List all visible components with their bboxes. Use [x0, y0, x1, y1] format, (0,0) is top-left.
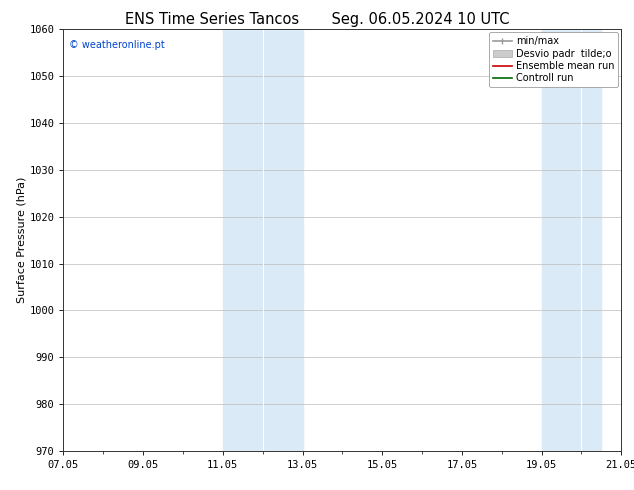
Legend: min/max, Desvio padr  tilde;o, Ensemble mean run, Controll run: min/max, Desvio padr tilde;o, Ensemble m… — [489, 32, 618, 87]
Text: © weatheronline.pt: © weatheronline.pt — [69, 40, 165, 50]
Bar — [223, 29, 302, 451]
Y-axis label: Surface Pressure (hPa): Surface Pressure (hPa) — [16, 177, 27, 303]
Text: ENS Time Series Tancos       Seg. 06.05.2024 10 UTC: ENS Time Series Tancos Seg. 06.05.2024 1… — [125, 12, 509, 27]
Bar — [541, 29, 602, 451]
